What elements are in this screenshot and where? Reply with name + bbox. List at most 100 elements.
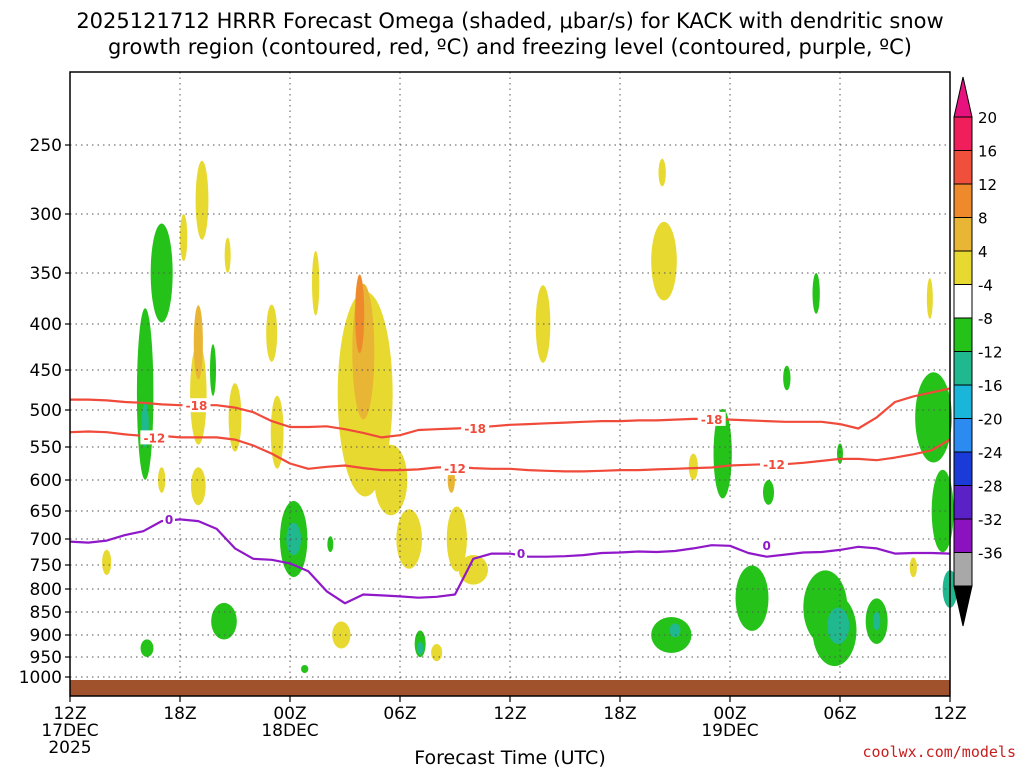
contour-label-bg [461, 420, 490, 435]
x-tick-label: 12Z [53, 704, 86, 724]
y-tick-label: 450 [30, 361, 62, 381]
omega-cell [191, 467, 206, 506]
omega-cell [190, 343, 207, 445]
x-tick-label: 06Z [823, 704, 856, 724]
y-tick-label: 500 [30, 401, 62, 421]
y-tick-label: 1000 [19, 668, 62, 688]
chart-title-line-1: 2025121712 HRRR Forecast Omega (shaded, … [76, 9, 943, 33]
contour-label-bg [697, 411, 726, 426]
omega-cell [158, 467, 166, 493]
colorbar-swatch [953, 183, 973, 218]
y-tick-label: 650 [30, 502, 62, 522]
omega-cell [873, 612, 881, 631]
x-tick-label: 18DEC [261, 721, 318, 741]
omega-cell [783, 365, 791, 391]
y-tick-label: 300 [30, 205, 62, 225]
omega-cell [688, 453, 698, 480]
gridlines [70, 72, 950, 696]
colorbar-swatch [953, 217, 973, 252]
y-tick-label: 850 [30, 603, 62, 623]
colorbar-label: -16 [978, 377, 1003, 395]
contour-label-bg [163, 511, 175, 526]
y-tick-label: 600 [30, 471, 62, 491]
contour-label: -12 [763, 458, 785, 472]
y-tick-label: 700 [30, 530, 62, 550]
contour-label-bg [140, 430, 169, 445]
colorbar-label: -36 [978, 545, 1003, 563]
omega-cell [195, 160, 209, 240]
omega-cell [266, 304, 278, 362]
omega-cell [651, 221, 677, 301]
colorbar-label: -32 [978, 511, 1003, 529]
omega-cell [136, 308, 154, 480]
x-axis-label: Forecast Time (UTC) [414, 747, 605, 768]
colorbar-label: -12 [978, 344, 1003, 362]
colorbar-label: 16 [978, 143, 997, 161]
colorbar-label: -8 [978, 310, 993, 328]
colorbar: 20 16 12 8 4 -4 -8 -12 -16 -20 -24 -28 -32 -36 [953, 76, 1003, 627]
contour-label: 0 [165, 513, 173, 527]
contour-label-bg [441, 461, 469, 476]
x-tick-label: 19DEC [701, 721, 758, 741]
contour-label-bg [182, 398, 211, 413]
omega-cell [180, 214, 188, 262]
omega-cell [193, 305, 203, 380]
colorbar-label: -20 [978, 411, 1003, 429]
y-tick-label: 750 [30, 556, 62, 576]
omega-cell [224, 237, 231, 273]
colorbar-swatch [953, 384, 973, 419]
omega-cell [286, 522, 301, 556]
contour-label-bg [760, 538, 773, 553]
colorbar-swatch [953, 250, 973, 285]
colorbar-swatch [953, 485, 973, 520]
omega-cell [812, 273, 820, 314]
colorbar-label: -4 [978, 277, 993, 295]
contour-label-bg [760, 457, 788, 472]
omega-cell [355, 274, 365, 354]
omega-cell [301, 665, 309, 673]
y-tick-label: 550 [30, 438, 62, 458]
colorbar-swatch [953, 284, 973, 319]
colorbar-label: 4 [978, 243, 988, 261]
colorbar-label: 20 [978, 109, 997, 127]
contour-line--12 [69, 430, 951, 473]
x-tick-label: 18Z [163, 704, 196, 724]
omega-cell [312, 251, 320, 316]
omega-cell [669, 623, 681, 638]
x-tick-label: 00Z [273, 704, 306, 724]
contour-line--18 [70, 387, 951, 439]
x-tick-label: 2025 [48, 738, 91, 758]
colorbar-swatch [953, 418, 973, 453]
contour-label: -12 [143, 431, 165, 445]
omega-cell [658, 158, 666, 187]
omega-cell [458, 555, 489, 585]
contour-label: -18 [701, 413, 723, 427]
colorbar-swatch [953, 451, 973, 486]
y-tick-label: 800 [30, 580, 62, 600]
ground-fill [70, 680, 950, 696]
colorbar-label: -28 [978, 478, 1003, 496]
omega-cell [417, 641, 424, 655]
omega-cell [827, 607, 850, 644]
contour-label: 0 [517, 547, 525, 561]
chart-title-line-2: growth region (contoured, red, ºC) and f… [108, 35, 912, 59]
omega-cell [102, 549, 112, 576]
colorbar-label: 8 [978, 210, 988, 228]
contour-label: 0 [762, 539, 770, 553]
omega-cell [228, 383, 242, 452]
y-tick-label: 400 [30, 315, 62, 335]
colorbar-swatch [953, 150, 973, 185]
y-tick-label: 950 [30, 648, 62, 668]
contour-label: -18 [186, 399, 208, 413]
omega-cell [327, 536, 334, 553]
x-tick-label: 06Z [383, 704, 416, 724]
plot-area [70, 72, 950, 696]
x-tick-label: 12Z [933, 704, 966, 724]
colorbar-label: 12 [978, 176, 997, 194]
omega-cell [332, 621, 351, 649]
x-tick-label: 17DEC [41, 721, 98, 741]
omega-cell [735, 565, 769, 631]
omega-cell [713, 408, 732, 499]
ground-surface [70, 680, 950, 696]
